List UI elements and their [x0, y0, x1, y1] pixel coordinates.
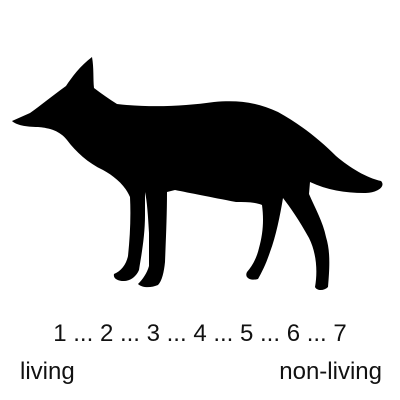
rating-scale-numbers: 1 ... 2 ... 3 ... 4 ... 5 ... 6 ... 7	[53, 320, 347, 347]
scale-label-living: living	[20, 358, 75, 385]
scale-label-non-living: non-living	[279, 358, 382, 385]
fox-silhouette-icon	[12, 57, 383, 290]
